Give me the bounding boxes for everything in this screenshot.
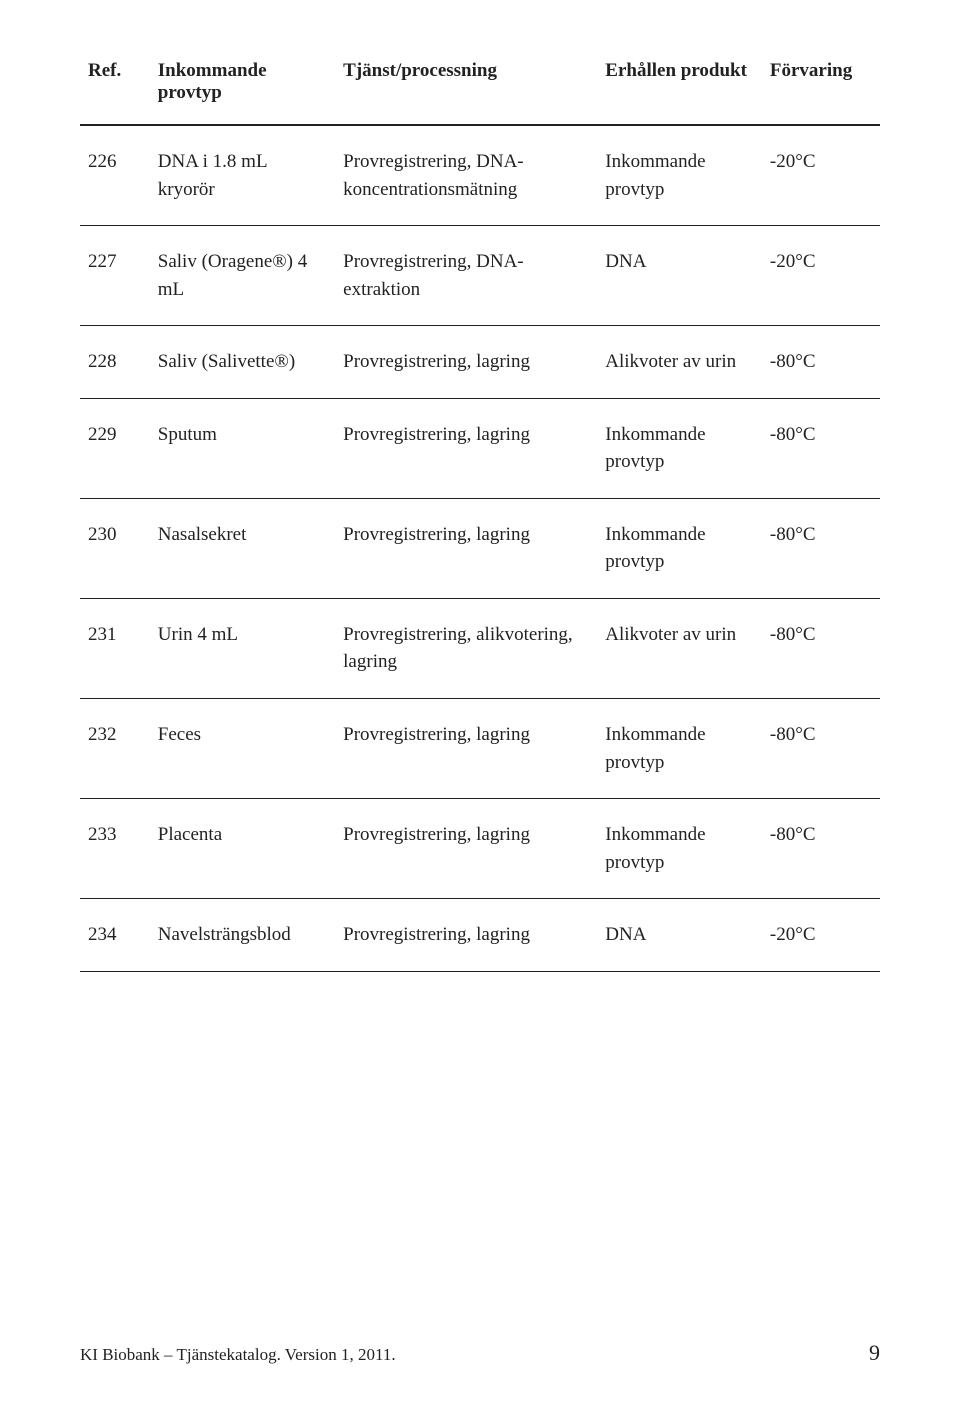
- page-number: 9: [869, 1340, 880, 1366]
- cell-processing: Provregistrering, lagring: [335, 398, 597, 498]
- cell-processing: Provregistrering, lagring: [335, 699, 597, 799]
- table-header: Ref. Inkommande provtyp Tjänst/processni…: [80, 50, 880, 125]
- table-row: 229 Sputum Provregistrering, lagring Ink…: [80, 398, 880, 498]
- cell-ref: 230: [80, 498, 150, 598]
- cell-storage: -20°C: [762, 125, 880, 226]
- cell-storage: -20°C: [762, 226, 880, 326]
- cell-ref: 229: [80, 398, 150, 498]
- cell-product: Inkommande provtyp: [597, 699, 762, 799]
- cell-ref: 231: [80, 598, 150, 698]
- cell-ref: 232: [80, 699, 150, 799]
- header-storage: Förvaring: [762, 50, 880, 125]
- cell-processing: Provregistrering, lagring: [335, 799, 597, 899]
- cell-processing: Provregistrering, alikvotering, lagring: [335, 598, 597, 698]
- data-table: Ref. Inkommande provtyp Tjänst/processni…: [80, 50, 880, 972]
- page-footer: KI Biobank – Tjänstekatalog. Version 1, …: [80, 1340, 880, 1366]
- cell-incoming: Saliv (Salivette®): [150, 326, 335, 399]
- footer-text: KI Biobank – Tjänstekatalog. Version 1, …: [80, 1345, 396, 1365]
- cell-product: Inkommande provtyp: [597, 498, 762, 598]
- cell-storage: -20°C: [762, 899, 880, 972]
- cell-storage: -80°C: [762, 598, 880, 698]
- cell-product: DNA: [597, 226, 762, 326]
- table-row: 234 Navelsträngsblod Provregistrering, l…: [80, 899, 880, 972]
- cell-product: Alikvoter av urin: [597, 598, 762, 698]
- cell-incoming: Sputum: [150, 398, 335, 498]
- cell-incoming: DNA i 1.8 mL kryorör: [150, 125, 335, 226]
- cell-storage: -80°C: [762, 398, 880, 498]
- page: Ref. Inkommande provtyp Tjänst/processni…: [0, 0, 960, 1406]
- table-body: 226 DNA i 1.8 mL kryorör Provregistrerin…: [80, 125, 880, 971]
- header-processing: Tjänst/processning: [335, 50, 597, 125]
- table-row: 227 Saliv (Oragene®) 4 mL Provregistreri…: [80, 226, 880, 326]
- cell-ref: 234: [80, 899, 150, 972]
- header-incoming: Inkommande provtyp: [150, 50, 335, 125]
- table-row: 228 Saliv (Salivette®) Provregistrering,…: [80, 326, 880, 399]
- cell-processing: Provregistrering, lagring: [335, 498, 597, 598]
- cell-ref: 228: [80, 326, 150, 399]
- table-row: 231 Urin 4 mL Provregistrering, alikvote…: [80, 598, 880, 698]
- cell-storage: -80°C: [762, 498, 880, 598]
- table-row: 233 Placenta Provregistrering, lagring I…: [80, 799, 880, 899]
- cell-product: Alikvoter av urin: [597, 326, 762, 399]
- cell-storage: -80°C: [762, 699, 880, 799]
- cell-processing: Provregistrering, DNA-extraktion: [335, 226, 597, 326]
- cell-processing: Provregistrering, DNA-koncentrationsmätn…: [335, 125, 597, 226]
- table-row: 226 DNA i 1.8 mL kryorör Provregistrerin…: [80, 125, 880, 226]
- header-row: Ref. Inkommande provtyp Tjänst/processni…: [80, 50, 880, 125]
- cell-incoming: Saliv (Oragene®) 4 mL: [150, 226, 335, 326]
- cell-storage: -80°C: [762, 326, 880, 399]
- header-product: Erhållen produkt: [597, 50, 762, 125]
- cell-product: DNA: [597, 899, 762, 972]
- cell-ref: 233: [80, 799, 150, 899]
- cell-incoming: Nasalsekret: [150, 498, 335, 598]
- cell-storage: -80°C: [762, 799, 880, 899]
- cell-incoming: Navelsträngsblod: [150, 899, 335, 972]
- cell-incoming: Feces: [150, 699, 335, 799]
- table-row: 230 Nasalsekret Provregistrering, lagrin…: [80, 498, 880, 598]
- cell-processing: Provregistrering, lagring: [335, 899, 597, 972]
- cell-processing: Provregistrering, lagring: [335, 326, 597, 399]
- cell-incoming: Urin 4 mL: [150, 598, 335, 698]
- cell-incoming: Placenta: [150, 799, 335, 899]
- cell-product: Inkommande provtyp: [597, 398, 762, 498]
- cell-product: Inkommande provtyp: [597, 125, 762, 226]
- cell-ref: 227: [80, 226, 150, 326]
- cell-ref: 226: [80, 125, 150, 226]
- header-ref: Ref.: [80, 50, 150, 125]
- table-row: 232 Feces Provregistrering, lagring Inko…: [80, 699, 880, 799]
- cell-product: Inkommande provtyp: [597, 799, 762, 899]
